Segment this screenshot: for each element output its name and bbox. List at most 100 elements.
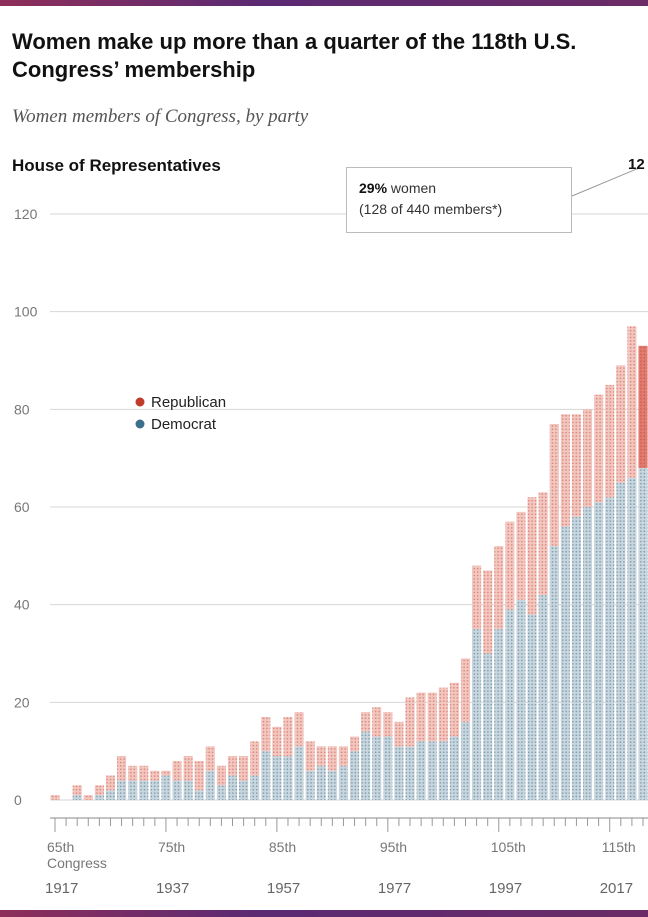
- bar-democrat-dots: [361, 731, 371, 800]
- bar-democrat-dots: [638, 467, 648, 800]
- bar-democrat-dots: [460, 721, 471, 800]
- x-year-label: 1997: [489, 880, 522, 897]
- bar-republican-dots: [117, 756, 127, 781]
- bar-republican-dots: [460, 658, 471, 722]
- bar-republican-dots: [438, 687, 448, 742]
- chart-title: Women make up more than a quarter of the…: [12, 29, 577, 82]
- bar-democrat-dots: [416, 741, 426, 800]
- legend-marker-republican: [135, 397, 145, 407]
- bar-republican-dots: [338, 746, 349, 766]
- bar-republican-dots: [305, 741, 315, 771]
- last-value-label: 12: [628, 156, 645, 173]
- bar-democrat-dots: [128, 780, 138, 800]
- bar-democrat-dots: [472, 629, 482, 800]
- bar-democrat-dots: [549, 546, 559, 800]
- x-tick-label: 65th: [47, 839, 74, 855]
- x-year-label: 1977: [378, 880, 411, 897]
- bar-republican-dots: [294, 712, 304, 747]
- bar-republican-dots: [627, 326, 637, 478]
- bar-democrat-dots: [183, 780, 193, 800]
- bar-democrat-dots: [94, 795, 104, 800]
- bar-republican-dots: [261, 716, 271, 752]
- x-year-label: 2017: [600, 880, 633, 897]
- y-tick-label: 80: [14, 401, 30, 417]
- bar-democrat-dots: [627, 477, 637, 800]
- x-tick-label: 105th: [491, 839, 526, 855]
- bar-republican-dots: [227, 756, 238, 776]
- bar-democrat-dots: [272, 756, 282, 800]
- bar-democrat-dots: [172, 780, 182, 800]
- bar-republican-dots: [72, 785, 82, 796]
- bar-democrat-dots: [605, 497, 615, 800]
- section-label: House of Representatives: [12, 156, 221, 175]
- bar-republican-dots: [316, 746, 326, 766]
- bar-democrat-dots: [449, 736, 459, 800]
- bar-democrat-dots: [161, 775, 171, 800]
- bar-republican-dots: [538, 492, 548, 595]
- bar-democrat-dots: [571, 516, 581, 800]
- bar-republican-dots: [449, 682, 459, 737]
- bar-democrat-dots: [438, 741, 448, 800]
- bar-democrat-dots: [239, 780, 249, 800]
- x-tick-label: 115th: [602, 839, 636, 855]
- bar-republican-dots: [216, 765, 226, 786]
- bar-republican-dots: [483, 570, 493, 654]
- bar-democrat-dots: [405, 746, 415, 800]
- bar-republican-dots: [582, 409, 593, 507]
- bar-democrat-dots: [139, 780, 149, 800]
- bar-republican-dots: [327, 746, 337, 771]
- bar-republican-dots: [172, 760, 182, 781]
- bar-democrat-dots: [483, 653, 493, 800]
- bar-democrat-dots: [105, 790, 116, 800]
- bar-republican-dots: [527, 497, 537, 615]
- bar-democrat-dots: [427, 741, 437, 800]
- bar-democrat-dots: [560, 526, 570, 800]
- bar-republican-dots: [427, 692, 437, 742]
- bar-democrat-dots: [72, 795, 82, 800]
- bar-republican-dots: [416, 692, 426, 742]
- bar-republican-dots: [239, 756, 249, 781]
- bar-republican-dots: [272, 726, 282, 757]
- legend-label: Republican: [151, 394, 226, 411]
- bar-republican-dots: [83, 795, 93, 800]
- legend-marker-democrat: [135, 419, 145, 429]
- bar-democrat-dots: [594, 502, 604, 800]
- bar-republican-dots: [494, 546, 504, 630]
- bar-democrat-dots: [227, 775, 238, 800]
- bar-democrat-dots: [261, 751, 271, 800]
- bar-democrat-dots: [582, 507, 593, 800]
- bar-republican-dots: [349, 736, 360, 752]
- bar-republican-dots: [150, 770, 160, 781]
- x-tick-sublabel: Congress: [47, 855, 107, 871]
- bar-republican-dots: [139, 765, 149, 781]
- bar-democrat-dots: [494, 629, 504, 800]
- bar-democrat-dots: [372, 736, 382, 800]
- y-tick-label: 40: [14, 597, 30, 613]
- bar-republican-dots: [549, 423, 559, 547]
- bar-republican-dots: [571, 414, 581, 517]
- bar-republican-dots: [183, 756, 193, 781]
- bar-republican-dots: [383, 712, 393, 737]
- callout-pointer: [571, 167, 640, 197]
- bar-democrat-dots: [194, 790, 204, 800]
- bar-democrat-dots: [349, 751, 360, 800]
- bar-democrat-dots: [616, 482, 626, 800]
- bar-republican-dots: [105, 775, 116, 791]
- bar-republican-dots: [560, 414, 570, 527]
- bar-republican-dots: [50, 795, 60, 800]
- bar-democrat-dots: [383, 736, 393, 800]
- bar-republican-dots: [405, 697, 415, 747]
- bar-republican-dots: [283, 716, 293, 757]
- bar-democrat-dots: [216, 785, 226, 800]
- bar-democrat-dots: [283, 756, 293, 800]
- bar-republican-dots: [394, 721, 404, 747]
- bar-democrat-dots: [294, 746, 304, 800]
- bar-democrat-dots: [338, 765, 349, 800]
- callout-box: 29% women (128 of 440 members*): [346, 167, 572, 233]
- bar-democrat-dots: [250, 775, 260, 800]
- x-tick-label: 75th: [158, 839, 185, 855]
- chart-panel: Women make up more than a quarter of the…: [0, 6, 648, 910]
- callout-pct-suffix: women: [387, 180, 437, 196]
- bar-republican-dots: [516, 511, 526, 600]
